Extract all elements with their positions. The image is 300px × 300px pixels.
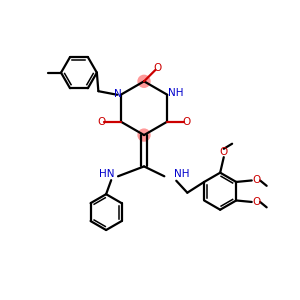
Text: O: O	[220, 147, 228, 157]
Text: HN: HN	[99, 169, 114, 179]
Text: NH: NH	[168, 88, 183, 98]
Text: O: O	[183, 117, 191, 127]
Text: O: O	[97, 117, 106, 127]
Text: O: O	[253, 197, 261, 207]
Circle shape	[138, 75, 150, 87]
Text: NH: NH	[174, 169, 189, 179]
Text: O: O	[253, 176, 261, 185]
Text: N: N	[115, 89, 122, 99]
Circle shape	[138, 129, 150, 141]
Text: O: O	[154, 63, 162, 73]
